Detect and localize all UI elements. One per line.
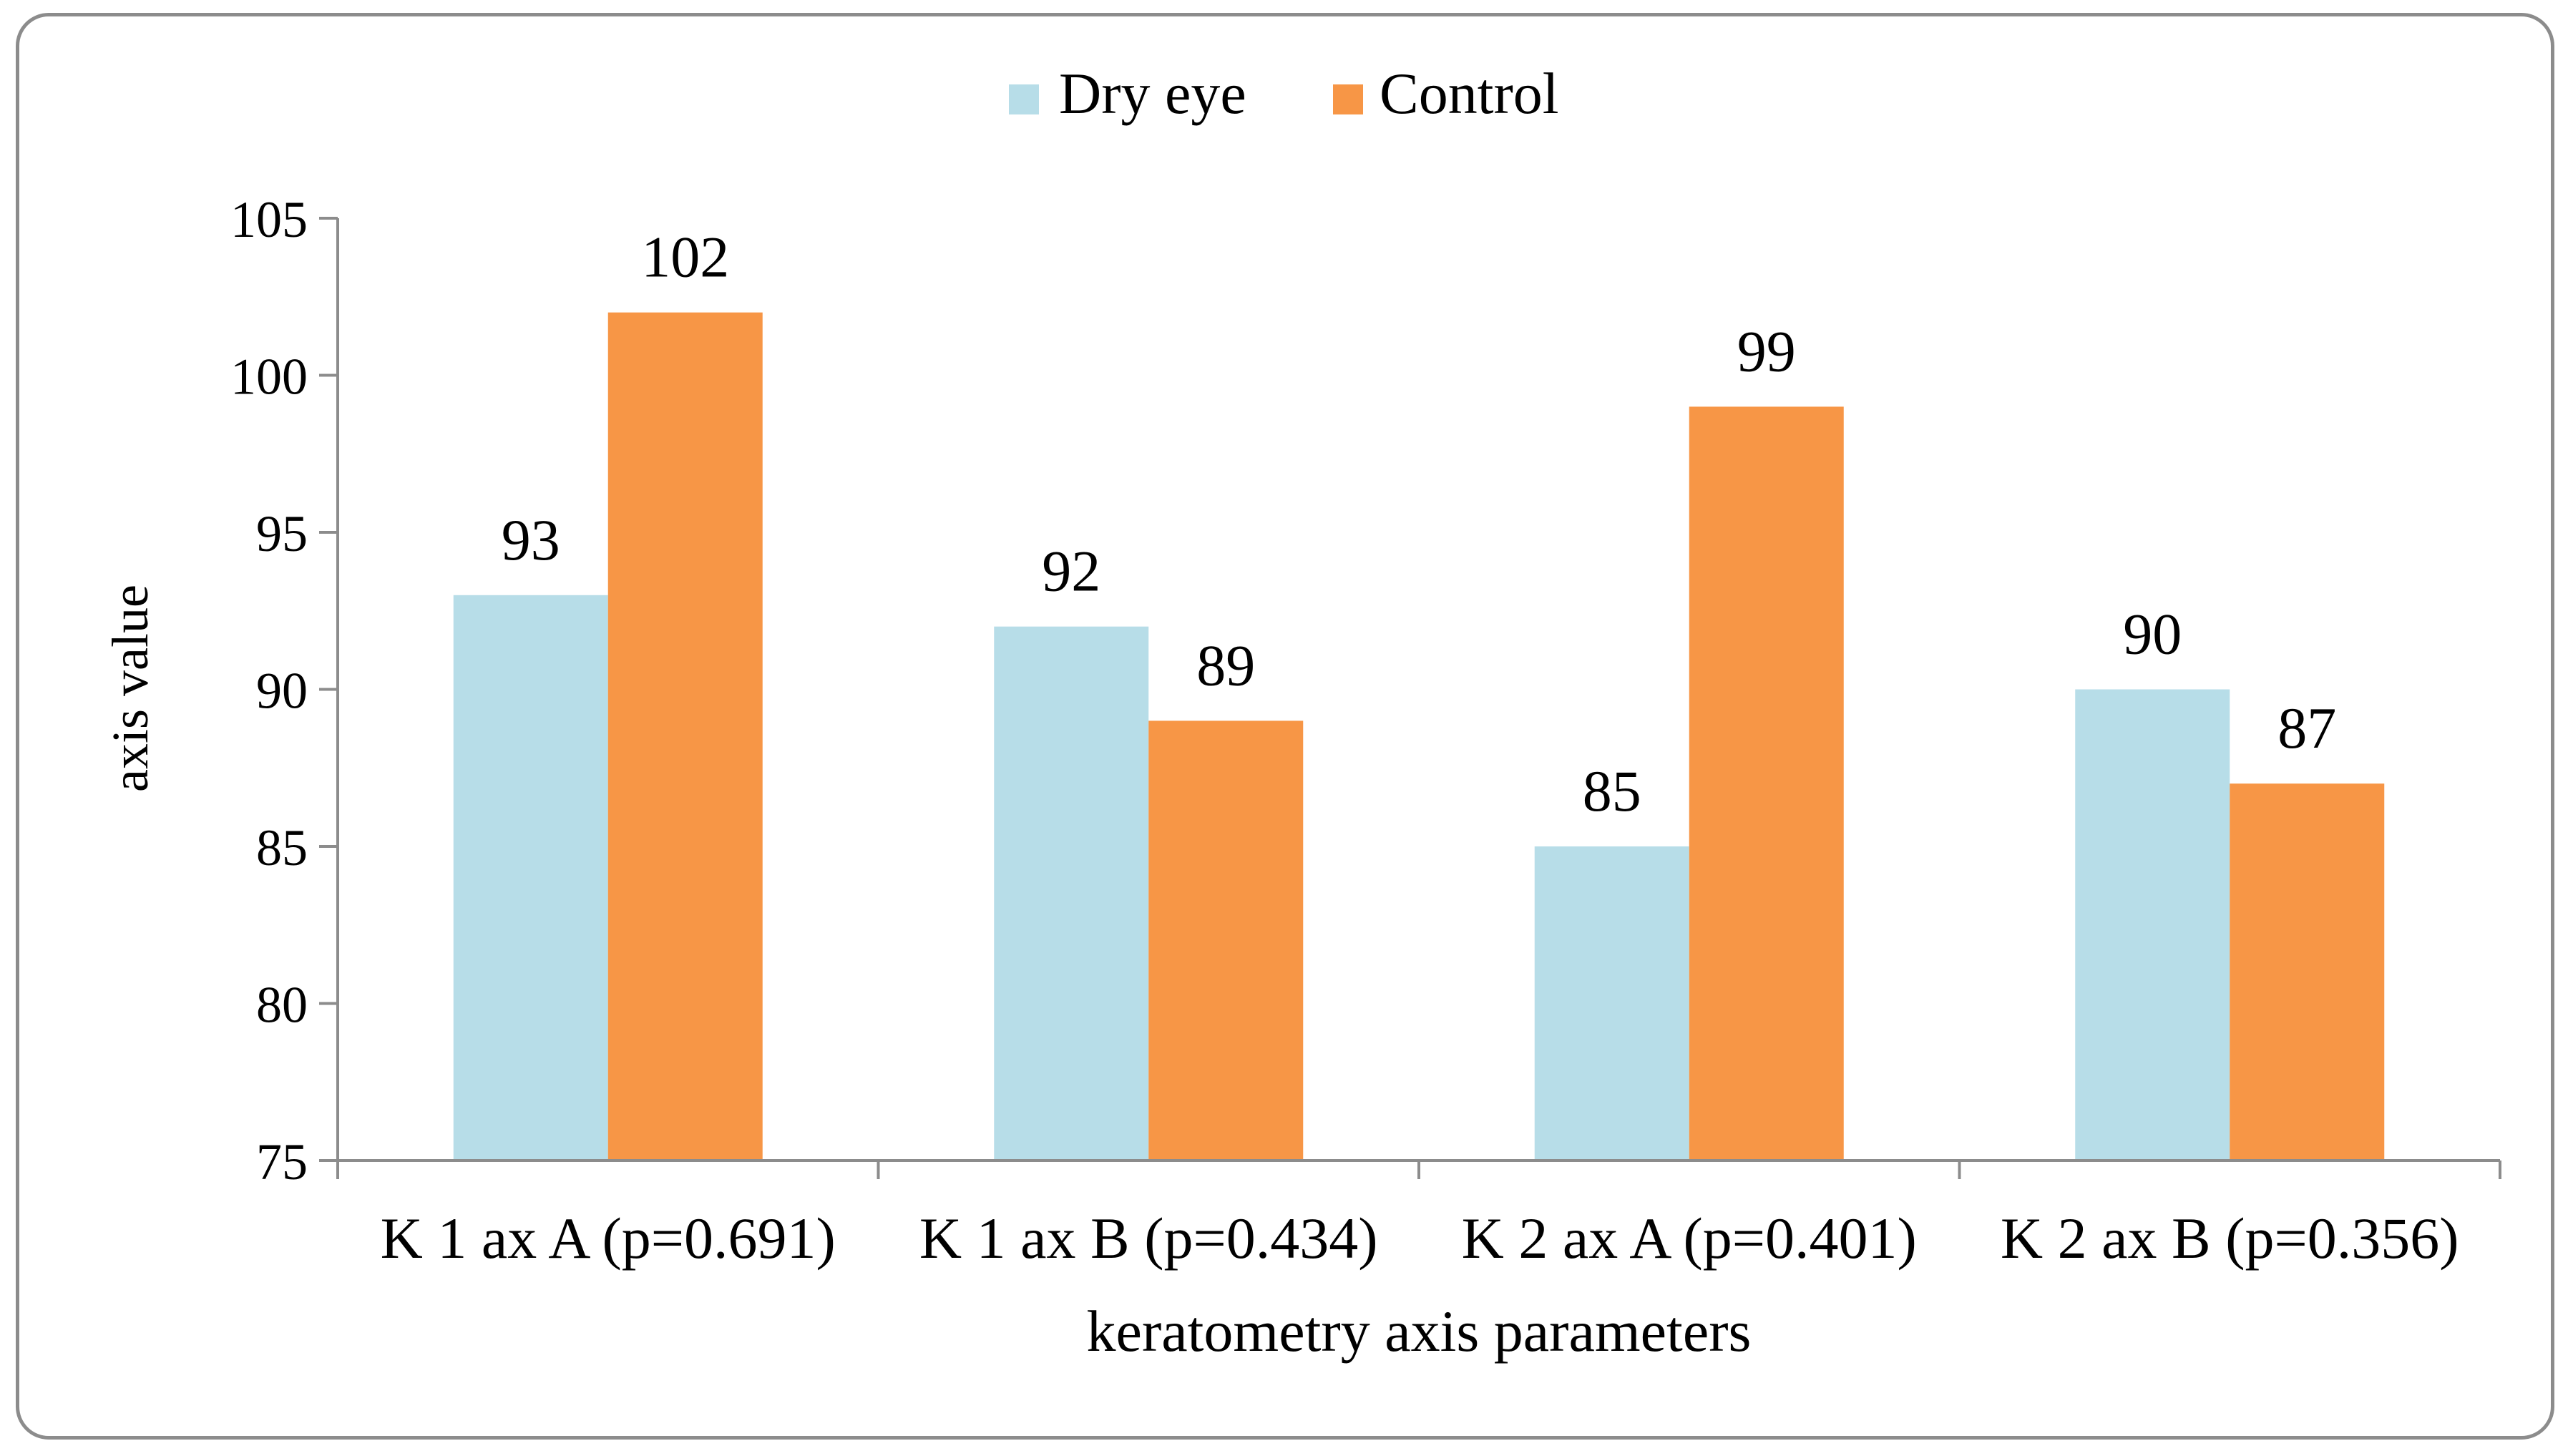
legend-label-control: Control (1380, 61, 1559, 126)
legend: Dry eye Control (1009, 61, 1559, 126)
x-tick-label: K 1 ax A (p=0.691) (381, 1206, 836, 1271)
data-label: 99 (1737, 318, 1796, 383)
bar-dry-eye (453, 595, 608, 1161)
y-tick-label: 95 (256, 505, 308, 562)
y-axis-title: axis value (102, 585, 159, 792)
data-label: 92 (1042, 539, 1100, 604)
data-label: 90 (2123, 602, 2182, 667)
y-tick-label: 75 (256, 1133, 308, 1191)
x-tick-label: K 1 ax B (p=0.434) (919, 1206, 1378, 1271)
legend-swatch-dry-eye (1009, 84, 1039, 114)
data-label: 85 (1583, 758, 1641, 824)
data-label: 89 (1196, 632, 1255, 698)
x-tick-label: K 2 ax A (p=0.401) (1462, 1206, 1917, 1271)
bar-dry-eye (994, 626, 1149, 1161)
y-tick-label: 105 (230, 191, 308, 248)
bar-control (1689, 406, 1844, 1161)
data-label: 87 (2277, 695, 2336, 761)
x-tick-label: K 2 ax B (p=0.356) (2001, 1206, 2459, 1271)
plot-area: 75 80 85 90 95 100 105 K 1 ax A (p=0.691) K 1 ax… (230, 191, 2501, 1271)
data-label: 93 (502, 507, 560, 572)
bar-dry-eye (2075, 689, 2230, 1161)
legend-swatch-control (1333, 84, 1363, 114)
y-tick-label: 100 (230, 348, 308, 406)
y-tick-label: 85 (256, 819, 308, 876)
bar-control (1148, 720, 1304, 1161)
x-axis-title: keratometry axis parameters (1087, 1299, 1752, 1364)
bar-dry-eye (1534, 846, 1689, 1161)
y-tick-label: 80 (256, 977, 308, 1034)
data-label: 102 (641, 225, 729, 290)
y-tick-label: 90 (256, 663, 308, 720)
bar-control (607, 312, 763, 1161)
legend-label-dry-eye: Dry eye (1059, 61, 1246, 126)
bar-control (2230, 783, 2385, 1161)
